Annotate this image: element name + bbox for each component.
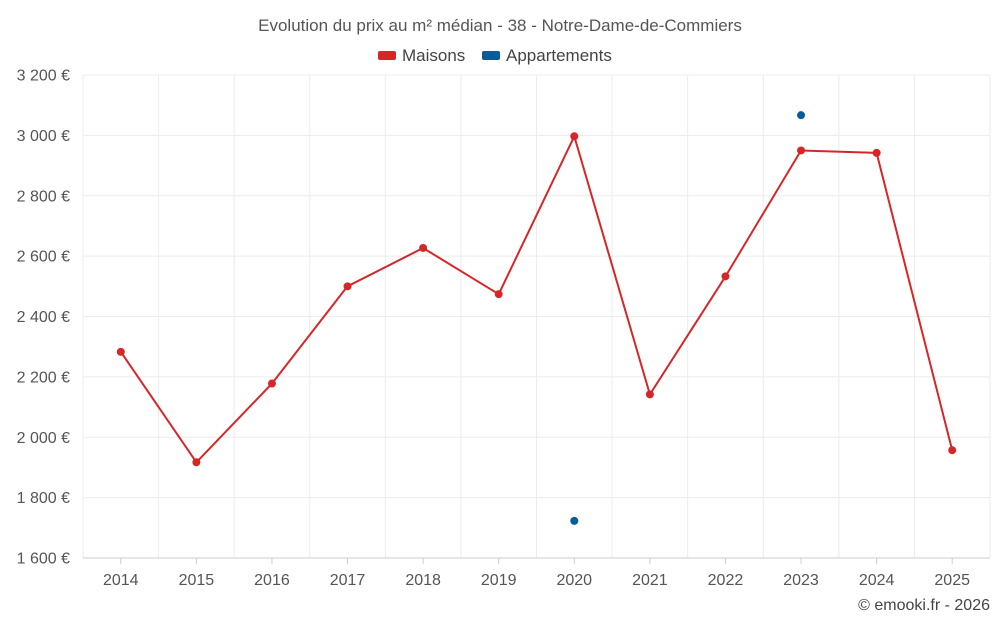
x-tick-label: 2019 (481, 572, 517, 589)
data-point-maisons[interactable] (570, 132, 579, 141)
data-point-maisons[interactable] (645, 390, 654, 399)
y-tick-label: 3 000 € (17, 128, 70, 145)
data-point-maisons[interactable] (721, 272, 730, 281)
x-tick-label: 2017 (330, 572, 366, 589)
x-tick-label: 2023 (783, 572, 819, 589)
x-tick-label: 2020 (556, 572, 592, 589)
series-line-maisons (119, 135, 954, 464)
data-point-maisons[interactable] (192, 458, 201, 467)
data-point-appartements[interactable] (570, 516, 579, 525)
data-point-maisons[interactable] (267, 379, 276, 388)
x-tick-label: 2024 (859, 572, 895, 589)
x-tick-label: 2015 (179, 572, 215, 589)
data-point-maisons[interactable] (872, 148, 881, 157)
copyright-credit: © emooki.fr - 2026 (858, 597, 990, 614)
data-point-maisons[interactable] (343, 282, 352, 291)
x-tick-label: 2021 (632, 572, 668, 589)
legend-swatch-appartements (482, 51, 500, 60)
legend-label-appartements: Appartements (506, 46, 612, 65)
legend-item-appartements[interactable]: Appartements (482, 46, 612, 65)
y-tick-label: 2 000 € (17, 430, 70, 447)
legend-swatch-maisons (378, 51, 396, 60)
legend: Maisons Appartements (378, 46, 612, 65)
x-tick-label: 2016 (254, 572, 290, 589)
grid (82, 74, 991, 559)
legend-item-maisons[interactable]: Maisons (378, 46, 465, 65)
y-tick-label: 2 200 € (17, 369, 70, 386)
x-tick-label: 2014 (103, 572, 139, 589)
y-tick-label: 2 800 € (17, 188, 70, 205)
y-axis: 1 600 € 1 800 € 2 000 € 2 200 € 2 400 € 2 600… (17, 68, 70, 568)
y-tick-label: 2 400 € (17, 309, 70, 326)
data-point-maisons[interactable] (116, 347, 125, 356)
chart-title: Evolution du prix au m² médian - 38 - No… (258, 16, 742, 35)
x-tick-label: 2022 (708, 572, 744, 589)
data-point-maisons[interactable] (494, 290, 503, 299)
data-point-maisons[interactable] (797, 146, 806, 155)
y-tick-label: 2 600 € (17, 249, 70, 266)
y-tick-label: 3 200 € (17, 68, 70, 85)
x-tick-label: 2018 (405, 572, 441, 589)
x-tick-label: 2025 (934, 572, 970, 589)
data-point-appartements[interactable] (797, 111, 806, 120)
y-tick-label: 1 800 € (17, 490, 70, 507)
legend-label-maisons: Maisons (402, 46, 465, 65)
data-point-maisons[interactable] (948, 446, 957, 455)
x-axis: 2014 2015 2016 2017 2018 2019 2020 2021 2022 2023… (103, 558, 970, 589)
y-tick-label: 1 600 € (17, 551, 70, 568)
series (116, 111, 957, 525)
data-point-maisons[interactable] (419, 243, 428, 252)
